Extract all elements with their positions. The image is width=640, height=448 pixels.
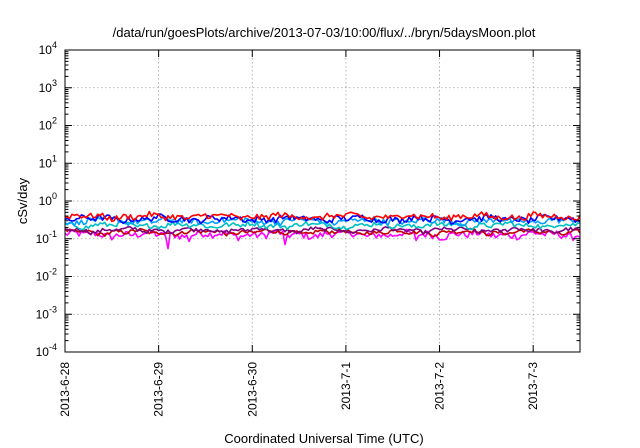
series-group (64, 210, 581, 250)
x-axis-label: Coordinated Universal Time (UTC) (224, 431, 423, 446)
flux-series-line (64, 227, 581, 238)
y-tick-label: 10-2 (36, 267, 57, 284)
grid (65, 50, 580, 352)
flux-series-line (64, 215, 581, 227)
flux-series-line (64, 220, 580, 231)
x-tick-label: 2013-6-29 (152, 362, 166, 417)
y-tick-label: 10-3 (36, 304, 57, 321)
x-tick-label: 2013-7-2 (433, 362, 447, 410)
y-tick-label: 103 (39, 78, 57, 95)
y-axis-label: cSv/day (15, 177, 30, 224)
x-tick-label: 2013-6-28 (58, 362, 72, 417)
y-tick-label: 10-4 (36, 342, 57, 359)
y-tick-labels: 10-4 10-3 10-2 10-1 100 101 102 103 104 (36, 40, 57, 359)
y-tick-label: 100 (39, 191, 57, 208)
chart-title: /data/run/goesPlots/archive/2013-07-03/1… (113, 25, 536, 40)
flux-series-line (64, 210, 581, 223)
x-tick-label: 2013-6-30 (245, 362, 259, 417)
flux-series-line (65, 225, 581, 236)
y-tick-label: 10-1 (36, 229, 57, 246)
x-tick-labels: 2013-6-28 2013-6-29 2013-6-30 2013-7-1 2013-… (58, 362, 540, 417)
x-tick-label: 2013-7-3 (526, 362, 540, 410)
y-tick-label: 101 (39, 153, 57, 170)
y-tick-label: 104 (39, 40, 57, 57)
y-tick-label: 102 (39, 116, 57, 133)
axis-ticks (64, 49, 580, 353)
x-tick-label: 2013-7-1 (339, 362, 353, 410)
